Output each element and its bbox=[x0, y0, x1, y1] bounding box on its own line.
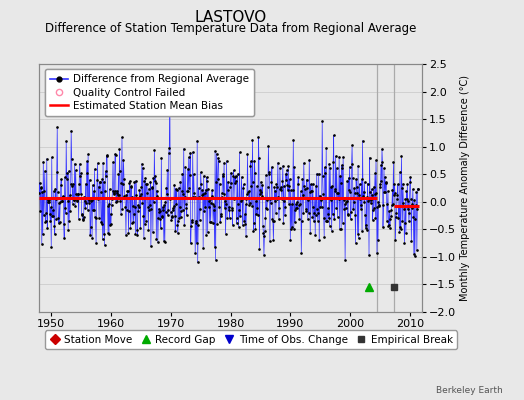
Legend: Station Move, Record Gap, Time of Obs. Change, Empirical Break: Station Move, Record Gap, Time of Obs. C… bbox=[45, 330, 457, 349]
Text: Berkeley Earth: Berkeley Earth bbox=[436, 386, 503, 395]
Y-axis label: Monthly Temperature Anomaly Difference (°C): Monthly Temperature Anomaly Difference (… bbox=[460, 75, 470, 301]
Legend: Difference from Regional Average, Quality Control Failed, Estimated Station Mean: Difference from Regional Average, Qualit… bbox=[45, 69, 254, 116]
Text: Difference of Station Temperature Data from Regional Average: Difference of Station Temperature Data f… bbox=[45, 22, 416, 35]
Text: LASTOVO: LASTOVO bbox=[194, 10, 267, 25]
